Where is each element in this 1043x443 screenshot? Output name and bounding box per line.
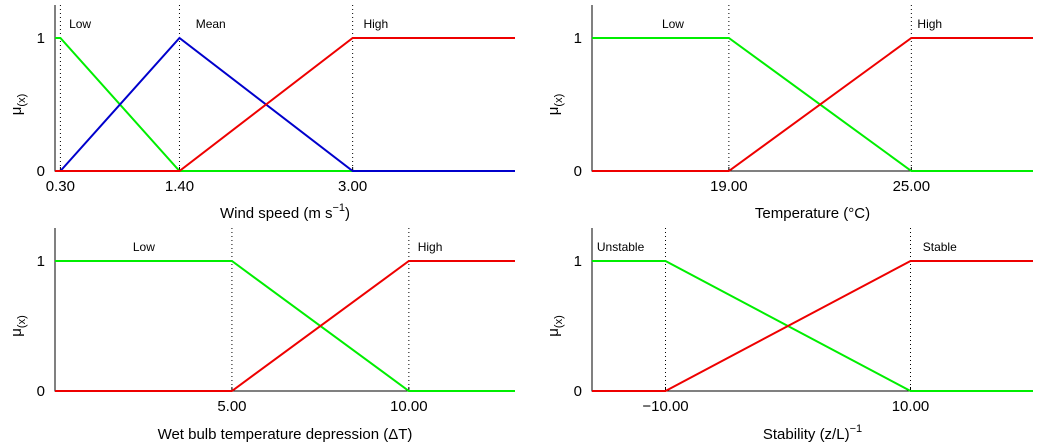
y-axis-title: μ(x) xyxy=(8,315,28,336)
y-axis-title-sub: (x) xyxy=(16,94,28,107)
chart-panel-3: 0 1 5.00 10.00 Low High μ(x) Wet bulb temperatu… xyxy=(8,228,515,443)
series-line-unstable xyxy=(592,260,1033,392)
x-tick-label: 1.40 xyxy=(165,178,194,195)
set-label: Low xyxy=(662,17,684,31)
set-label: High xyxy=(418,240,443,254)
x-axis-title: Wet bulb temperature depression (ΔT) xyxy=(158,426,413,443)
x-axis-title-suffix: ) xyxy=(345,205,350,222)
series-line-low xyxy=(55,37,515,172)
x-axis-title: Stability (z/L)−1 xyxy=(763,423,862,443)
series-line-high xyxy=(55,37,515,172)
series-line-low xyxy=(592,37,1033,172)
x-tick-label: −10.00 xyxy=(642,398,688,415)
series-line-high xyxy=(55,260,515,392)
y-tick-label: 1 xyxy=(574,30,582,47)
x-axis-title-main: Stability (z/L) xyxy=(763,426,850,443)
x-tick-label: 0.30 xyxy=(46,178,75,195)
x-axis-title-sup: −1 xyxy=(850,423,863,435)
y-axis-title: μ(x) xyxy=(8,94,28,115)
y-tick-label: 0 xyxy=(37,163,45,180)
x-tick-label: 5.00 xyxy=(217,398,246,415)
series-line-high xyxy=(592,37,1033,172)
y-tick-label: 1 xyxy=(37,253,45,270)
x-axis-title: Temperature (°C) xyxy=(755,205,870,222)
x-axis-title: Wind speed (m s−1) xyxy=(220,202,350,222)
y-axis-title: μ(x) xyxy=(545,94,565,115)
set-label: Mean xyxy=(196,17,226,31)
y-tick-label: 1 xyxy=(574,253,582,270)
set-label: High xyxy=(917,17,942,31)
y-axis-title-main: μ xyxy=(8,328,25,337)
chart-panel-2: 0 1 19.00 25.00 Low High μ(x) Temperature (°C) xyxy=(545,5,1033,222)
x-tick-label: 10.00 xyxy=(390,398,428,415)
axes-frame xyxy=(591,228,1033,392)
y-axis-title-sub: (x) xyxy=(553,94,565,107)
series-line-mean xyxy=(59,36,515,172)
axes-frame xyxy=(591,5,1033,172)
set-label: Low xyxy=(133,240,155,254)
series-line-low xyxy=(55,260,515,392)
axes-frame xyxy=(54,5,515,172)
y-tick-label: 1 xyxy=(37,30,45,47)
x-tick-label: 25.00 xyxy=(893,178,931,195)
series-line-stable xyxy=(592,260,1033,392)
x-axis-title-main: Wind speed (m s xyxy=(220,205,333,222)
chart-panel-1: 0 1 0.30 1.40 3.00 Low Mean High μ(x) Wind speed … xyxy=(8,5,515,222)
y-axis-title-sub: (x) xyxy=(16,315,28,328)
axes-frame xyxy=(54,228,515,392)
y-axis-title-main: μ xyxy=(545,107,562,116)
x-tick-label: 3.00 xyxy=(338,178,367,195)
set-label: High xyxy=(363,17,388,31)
y-axis-title-sub: (x) xyxy=(553,315,565,328)
y-axis-title-main: μ xyxy=(8,107,25,116)
set-label: Low xyxy=(69,17,91,31)
set-label: Stable xyxy=(923,240,957,254)
y-tick-label: 0 xyxy=(574,163,582,180)
chart-panel-4: 0 1 −10.00 10.00 Unstable Stable μ(x) Stability… xyxy=(545,228,1033,443)
x-tick-label: 10.00 xyxy=(892,398,930,415)
y-tick-label: 0 xyxy=(574,383,582,400)
y-axis-title-main: μ xyxy=(545,328,562,337)
y-tick-label: 0 xyxy=(37,383,45,400)
x-axis-title-main: Wet bulb temperature depression (ΔT) xyxy=(158,426,413,443)
y-axis-title: μ(x) xyxy=(545,315,565,336)
x-axis-title-sup: −1 xyxy=(333,202,346,214)
set-label: Unstable xyxy=(597,240,645,254)
x-tick-label: 19.00 xyxy=(710,178,748,195)
x-axis-title-main: Temperature (°C) xyxy=(755,205,870,222)
